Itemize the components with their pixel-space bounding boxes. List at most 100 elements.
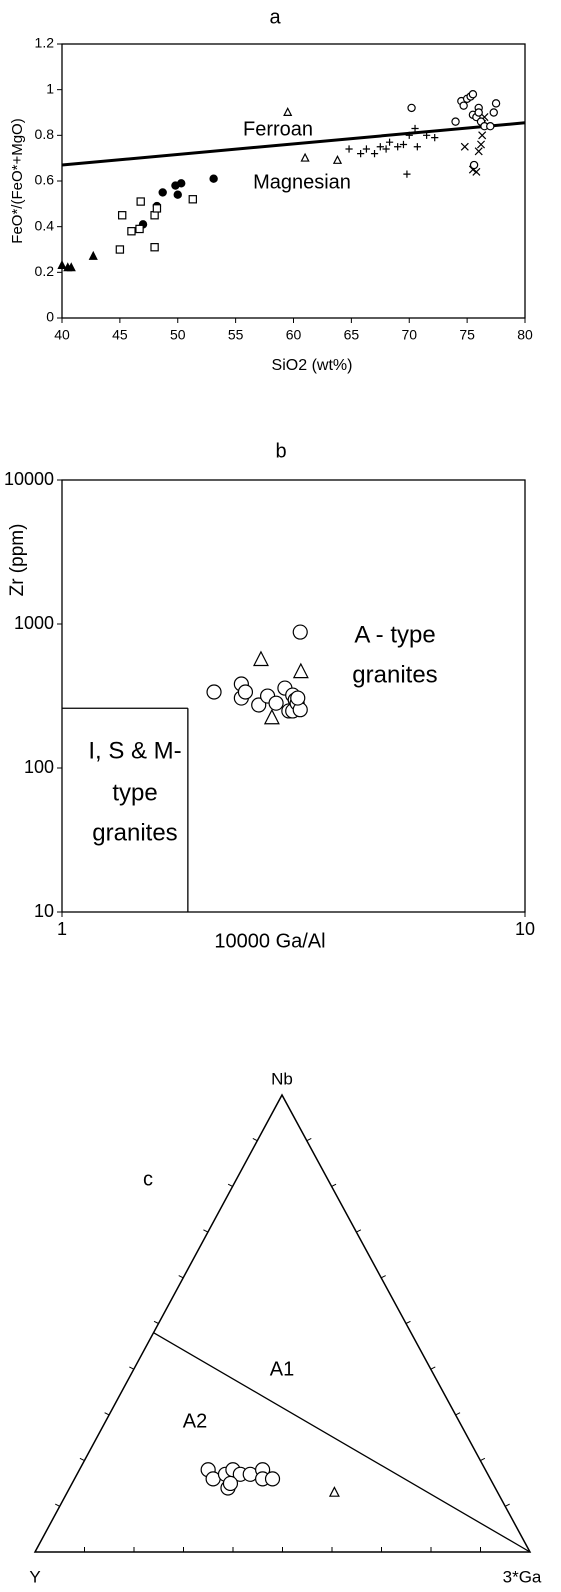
x-axis-label: 10000 Ga/Al [214, 930, 325, 952]
y-tick-label: 0.4 [35, 217, 55, 233]
marker [431, 134, 439, 142]
y-tick-label: 1.2 [35, 35, 55, 51]
marker [382, 145, 390, 153]
edge-tick [227, 1183, 233, 1187]
marker [251, 697, 267, 713]
x-tick-label: 45 [112, 327, 128, 343]
marker [385, 138, 394, 146]
annotation: granites [92, 819, 177, 846]
marker [290, 690, 306, 706]
x-tick-label: 40 [54, 327, 70, 343]
edge-tick [504, 1503, 510, 1507]
edge-tick [356, 1229, 362, 1233]
x-tick-label: 65 [344, 327, 360, 343]
marker [115, 245, 125, 254]
annotation: type [112, 779, 157, 806]
edge-tick [405, 1320, 411, 1324]
edge-tick [430, 1366, 436, 1370]
edge-tick [380, 1275, 386, 1279]
edge-tick [331, 1183, 337, 1187]
marker [332, 154, 343, 164]
marker [345, 145, 353, 153]
y-tick-label: 0 [46, 309, 54, 325]
marker [127, 227, 136, 236]
marker [411, 124, 419, 133]
marker [362, 145, 371, 153]
x-tick-label: 10 [515, 919, 535, 939]
marker [460, 142, 469, 151]
y-axis-label: FeO*/(FeO*+MgO) [9, 118, 26, 243]
marker [264, 1471, 281, 1487]
marker [173, 190, 182, 199]
annotation: A1 [270, 1358, 294, 1380]
marker [451, 117, 460, 126]
y-tick-label: 10000 [4, 469, 54, 489]
annotation: Ferroan [243, 118, 313, 140]
marker [292, 662, 309, 679]
annotation: granites [352, 661, 437, 688]
y-tick-label: 1000 [14, 613, 54, 633]
annotation: Magnesian [253, 171, 351, 193]
x-tick-label: 70 [401, 327, 417, 343]
marker [357, 150, 365, 158]
y-tick-label: 1 [46, 80, 54, 96]
marker [135, 224, 144, 234]
marker [292, 624, 308, 640]
marker [57, 260, 67, 269]
marker [478, 131, 487, 140]
annotation: A2 [183, 1410, 207, 1432]
marker [413, 143, 421, 151]
triangle-frame [33, 1093, 532, 1553]
y-tick-label: 10 [34, 901, 54, 921]
marker [117, 211, 127, 220]
x-tick-label: 55 [228, 327, 244, 343]
annotation: A - type [354, 621, 435, 648]
marker [300, 152, 310, 162]
marker [476, 140, 486, 149]
x-tick-label: 60 [286, 327, 302, 343]
marker [188, 195, 197, 204]
marker [283, 107, 293, 116]
marker [376, 143, 384, 151]
edge-tick [306, 1138, 312, 1142]
vertex-label: Y [29, 1567, 40, 1586]
x-tick-label: 80 [517, 327, 533, 343]
chart-title: a [269, 6, 281, 28]
chart-title: c [143, 1168, 153, 1190]
marker [468, 90, 478, 99]
vertex-label: Nb [271, 1069, 293, 1088]
annotation: I, S & M- [88, 737, 181, 764]
marker [370, 150, 379, 158]
marker [399, 140, 408, 149]
edge-tick [252, 1138, 258, 1142]
marker [66, 262, 76, 272]
marker [328, 1486, 340, 1497]
marker [136, 197, 145, 206]
edge-tick [129, 1366, 135, 1370]
edge-tick [55, 1503, 60, 1507]
chart-title: b [275, 440, 286, 462]
marker [407, 103, 416, 113]
marker [150, 211, 159, 220]
boundary-line [61, 121, 526, 167]
marker [459, 101, 468, 110]
boundary-line [153, 1332, 531, 1553]
edge-tick [178, 1275, 184, 1279]
edge-tick [104, 1412, 110, 1416]
plot-frame [61, 479, 526, 913]
marker [252, 650, 269, 667]
marker [469, 160, 479, 170]
marker [423, 131, 431, 139]
x-tick-label: 1 [57, 919, 67, 939]
marker [474, 147, 483, 156]
x-axis-label: SiO2 (wt%) [272, 357, 353, 374]
marker [474, 108, 483, 117]
y-tick-label: 0.6 [35, 172, 55, 188]
marker [489, 108, 498, 117]
marker [472, 167, 481, 176]
y-tick-label: 100 [24, 757, 54, 777]
x-tick-label: 75 [459, 327, 475, 343]
y-axis-label: Zr (ppm) [7, 524, 28, 597]
marker [222, 1475, 239, 1492]
marker [158, 188, 167, 197]
